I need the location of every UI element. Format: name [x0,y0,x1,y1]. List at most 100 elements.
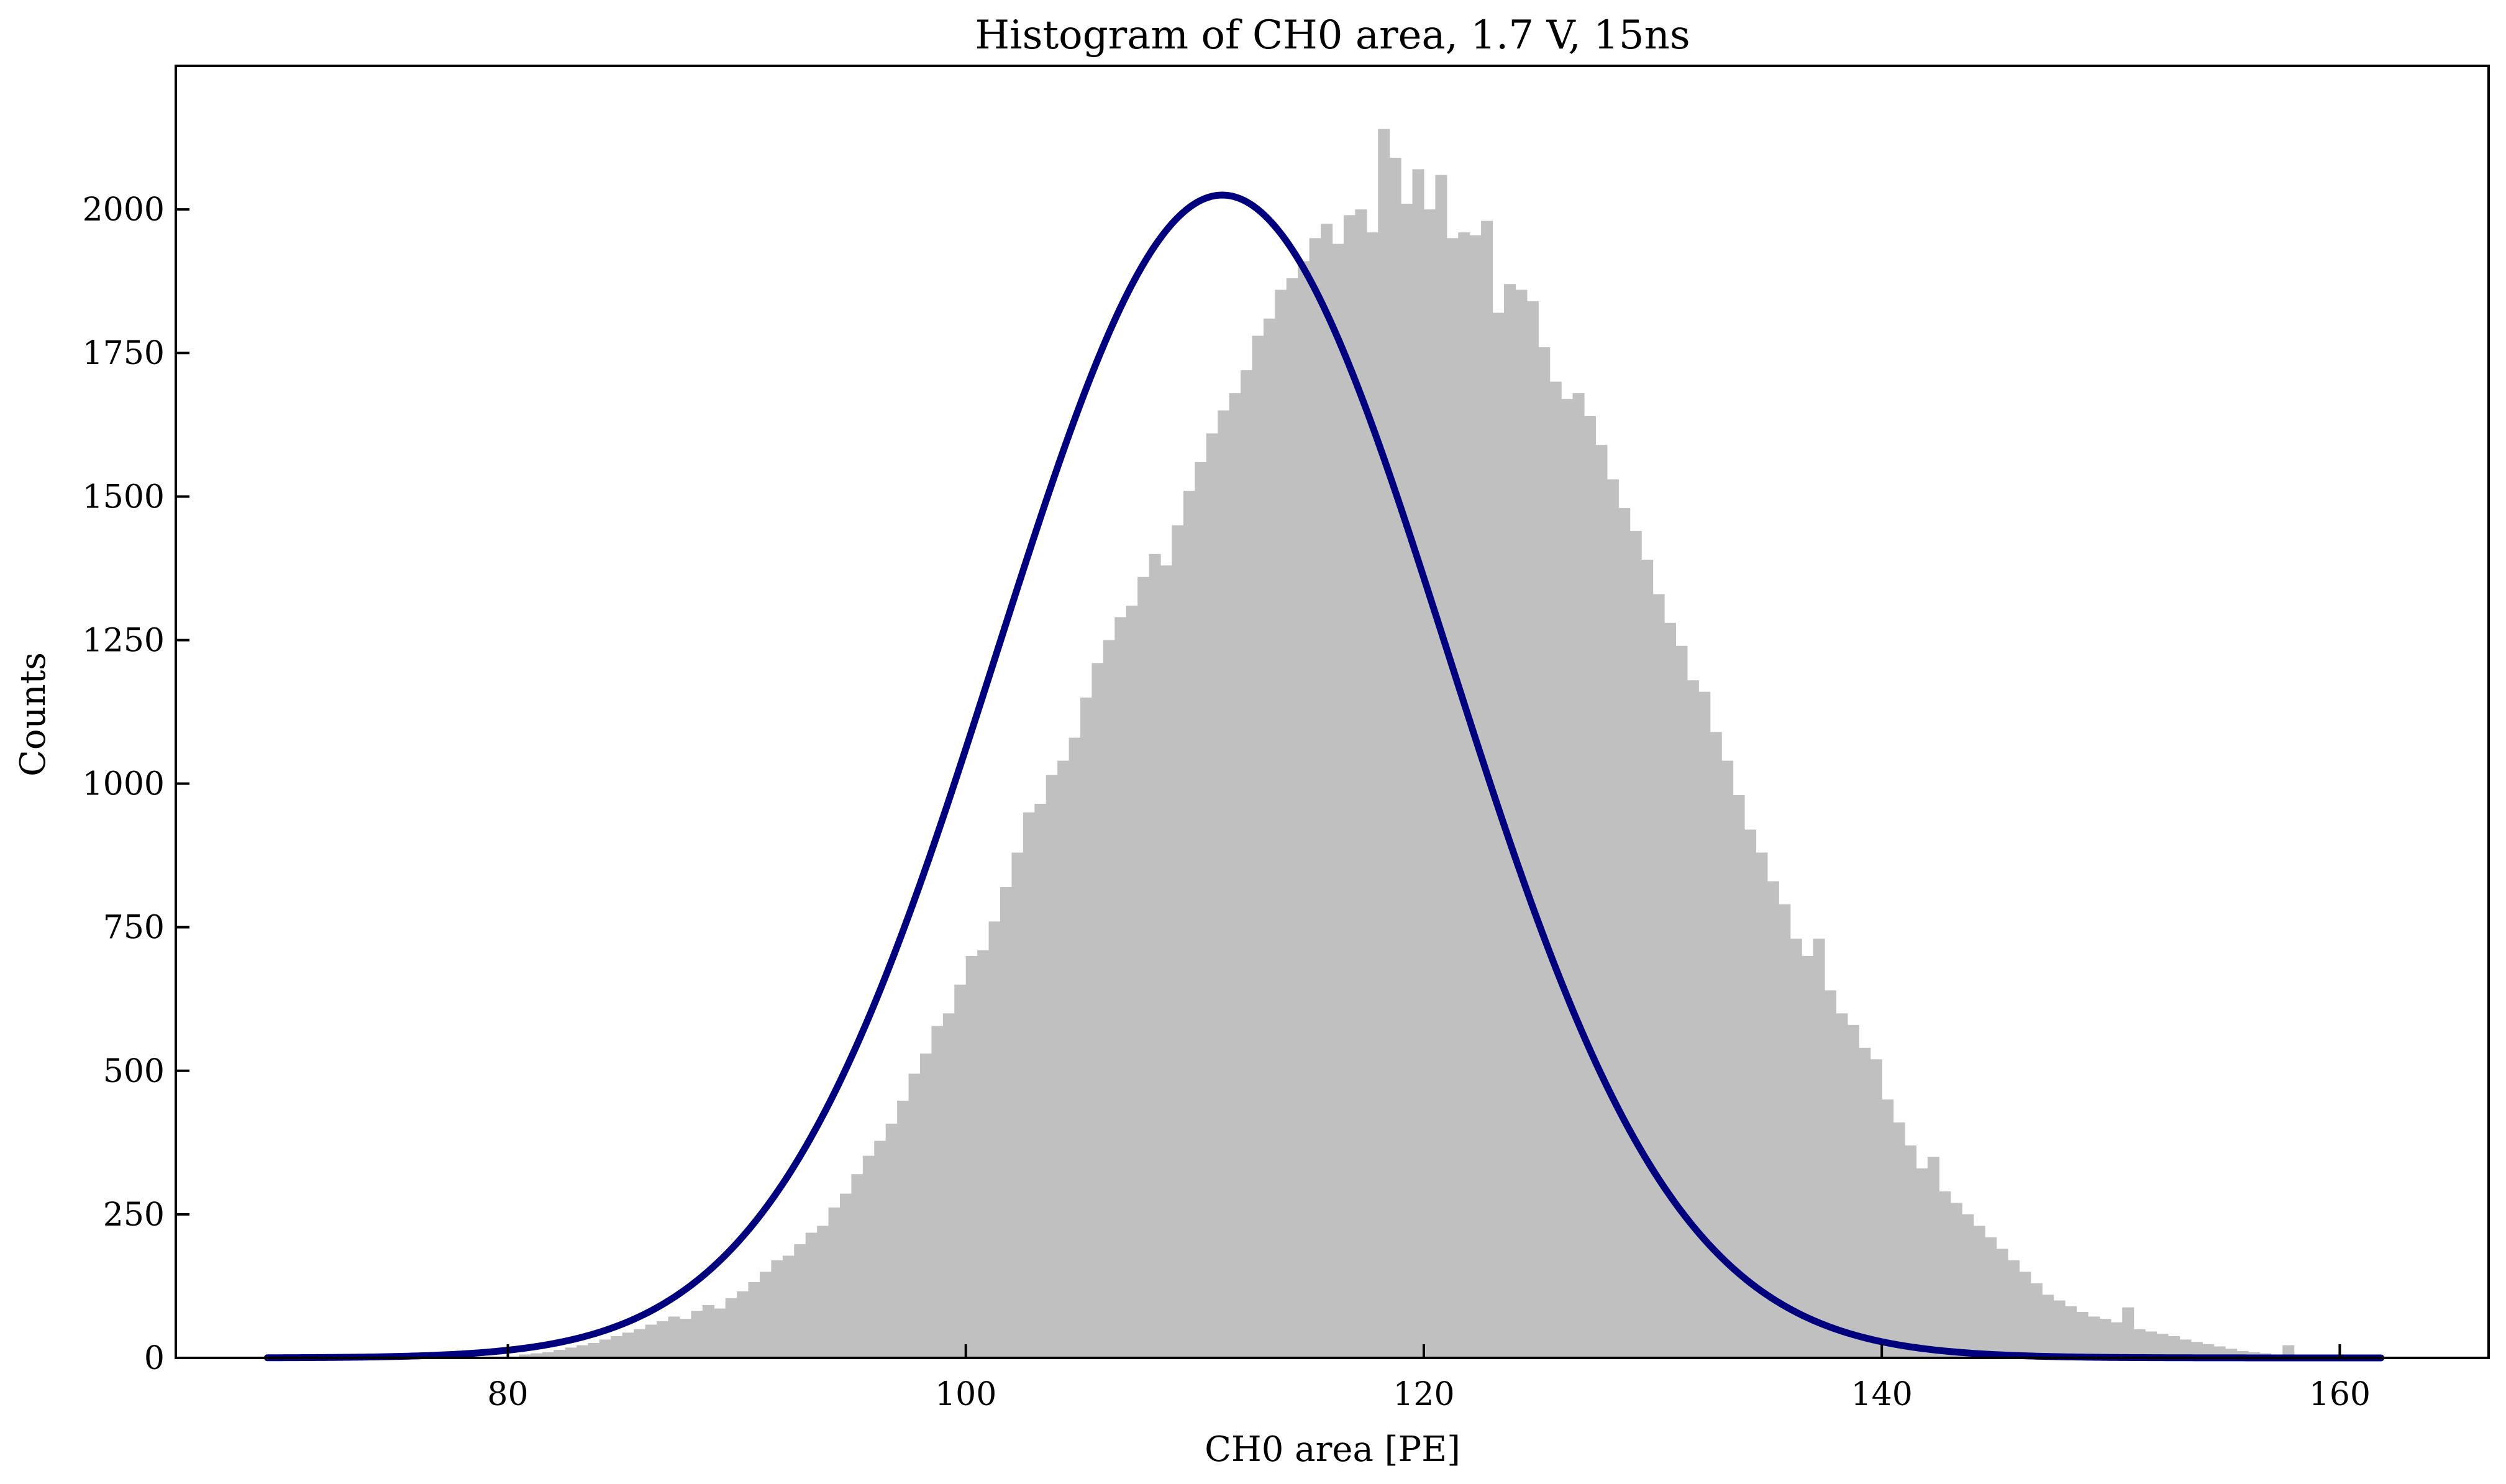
histogram-bar [942,1013,955,1358]
histogram-bar [1286,278,1298,1358]
histogram-bar [1423,209,1436,1358]
histogram-bar [1378,129,1390,1359]
histogram-bar [1687,680,1699,1358]
histogram-bar [1939,1191,1951,1358]
histogram-bar [2179,1339,2192,1358]
histogram-bar [1195,462,1207,1358]
histogram-bar [862,1155,875,1358]
x-axis-label: CH0 area [PE] [1205,1429,1460,1470]
histogram-bar [657,1321,669,1358]
y-axis-label: Counts [13,652,53,776]
histogram-bar [554,1350,566,1358]
histogram-bar [2167,1336,2180,1358]
histogram-bar [1503,284,1516,1358]
histogram-bar [1985,1237,1997,1358]
histogram-bar [1779,904,1791,1358]
histogram-bar [2030,1283,2043,1358]
histogram-bar [1183,491,1195,1358]
histogram-bar [1206,433,1218,1358]
histogram-bar [965,955,978,1358]
histogram-bar [954,985,967,1358]
histogram-bar [908,1073,921,1358]
histogram-bar [1126,605,1138,1358]
x-tick-label: 80 [487,1376,528,1413]
histogram-bar [542,1352,554,1358]
histogram-bar [1870,1059,1882,1358]
histogram-bar [897,1100,909,1358]
histogram-bar [1309,238,1321,1359]
histogram-bar [1882,1099,1894,1358]
histogram-bar [1114,617,1127,1358]
y-tick-label: 1500 [83,478,165,516]
histogram-bar [1583,416,1597,1359]
histogram-bar [2065,1306,2077,1358]
histogram-bar [1321,224,1333,1359]
histogram-bar [588,1342,600,1358]
histogram-bar [737,1291,749,1358]
histogram-bar [1435,175,1447,1358]
histogram-bar [1675,645,1688,1358]
histogram-bar [1172,525,1184,1358]
histogram-bar [2019,1272,2031,1358]
histogram-bar [1412,169,1424,1358]
histogram-bar [1160,565,1173,1358]
histogram-bar [1825,990,1837,1358]
histogram-bar [885,1123,898,1358]
histogram-bar [1469,235,1482,1359]
histogram-bar [611,1336,623,1358]
histogram-bar [1698,691,1711,1358]
y-tick-label: 250 [103,1196,165,1234]
histogram-bar [771,1260,783,1358]
histogram-bar [1080,697,1093,1358]
histogram-bar [1149,553,1161,1358]
chart-title: Histogram of CH0 area, 1.7 V, 15ns [975,12,1690,58]
histogram-bar [2087,1316,2100,1358]
histogram-bar [1973,1226,1985,1358]
histogram-bar [1802,955,1814,1358]
histogram-bar [759,1272,772,1358]
x-tick-label: 140 [1851,1376,1913,1413]
histogram-bar [988,921,1001,1358]
histogram-bar [1218,410,1230,1359]
histogram-bar [2190,1342,2203,1358]
histogram-bar [1767,881,1779,1358]
x-axis-ticks: 80 100 120 140 160 [487,1344,2371,1413]
histogram-bar [2133,1329,2146,1358]
histogram-bar [920,1054,932,1358]
histogram-bar [2053,1300,2066,1358]
histogram-bar [1275,289,1287,1358]
y-axis-ticks: 0 250 500 750 1000 1250 1500 1750 2000 [83,191,189,1377]
histogram-bar [782,1255,795,1358]
histogram-bar [1996,1249,2008,1358]
histogram-bar [1950,1203,1962,1358]
histogram-bar [1332,244,1344,1359]
histogram-bar [1034,803,1047,1358]
histogram-bar [634,1329,646,1358]
histogram-bar [1401,203,1413,1358]
histogram-bar [794,1244,806,1358]
histogram-bar [1515,289,1528,1358]
histogram-bar [1252,335,1264,1358]
histogram-bar [1137,576,1150,1358]
histogram-bar [725,1298,737,1358]
x-tick-label: 100 [935,1376,996,1413]
histogram-bar [748,1281,760,1358]
histogram-bars [508,129,2386,1359]
histogram-bar [1446,238,1459,1359]
histogram-bar [702,1304,714,1358]
histogram-bar [1813,939,1825,1358]
histogram-bar [2007,1260,2020,1358]
histogram-bar [1103,640,1115,1358]
histogram-bar [1664,622,1677,1359]
histogram-bar [1000,886,1013,1358]
histogram-bar [1538,347,1551,1358]
histogram-bar [691,1311,703,1358]
histogram-bar [1011,852,1024,1358]
histogram-bar [1629,530,1642,1358]
histogram-bar [1733,795,1745,1358]
histogram-bar [1893,1122,1905,1358]
histogram-bar [851,1174,863,1358]
histogram-bar [1549,381,1562,1359]
histogram-bar [2110,1322,2123,1358]
histogram-bar [2099,1319,2112,1358]
